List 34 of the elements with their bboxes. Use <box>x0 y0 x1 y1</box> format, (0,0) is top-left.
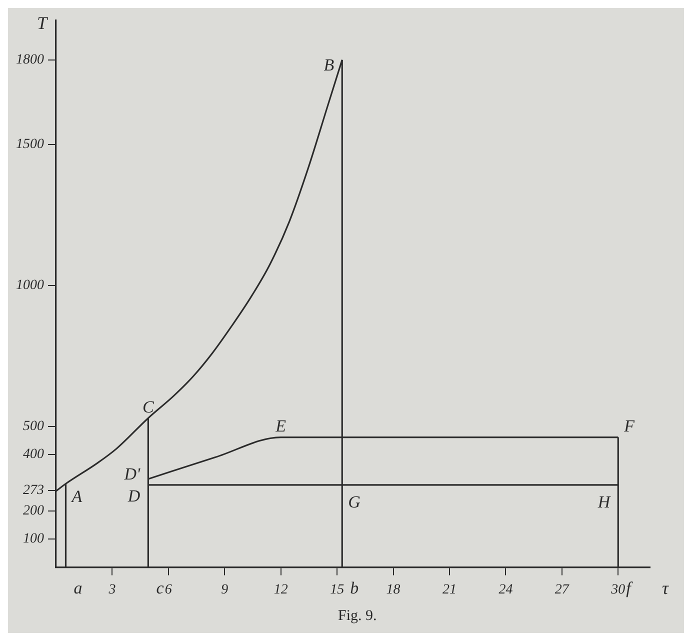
annotation: D <box>126 486 141 506</box>
annotation: f <box>626 578 634 598</box>
annotation: F <box>623 416 636 436</box>
y-tick-label: 1500 <box>16 137 44 152</box>
annotation: b <box>350 578 359 598</box>
x-tick-label: 18 <box>386 582 400 598</box>
x-tick-label: 6 <box>164 582 172 598</box>
x-tick-label: 21 <box>442 582 456 598</box>
y-tick-label: 400 <box>23 447 44 462</box>
x-tick-label: 9 <box>221 582 228 598</box>
y-tick-label: 500 <box>23 418 44 434</box>
y-axis-title: T <box>36 13 49 34</box>
x-tick-label: 15 <box>330 582 344 598</box>
x-tick-label: 12 <box>274 582 288 598</box>
y-tick-label: 100 <box>23 532 44 547</box>
y-tick-label: 273 <box>23 482 44 498</box>
x-tick-label: 24 <box>498 582 513 598</box>
annotation: E <box>274 416 287 436</box>
annotation: C <box>142 398 155 417</box>
y-tick-label: 200 <box>23 504 44 519</box>
x-tick-label: 27 <box>554 582 570 598</box>
annotation: H <box>596 492 612 512</box>
x-axis-title: τ <box>662 578 669 598</box>
x-tick-label: 30 <box>610 582 626 598</box>
annotation: G <box>348 492 360 512</box>
annotation: c <box>156 578 164 598</box>
annotation: D' <box>123 464 141 484</box>
annotation: B <box>324 55 335 74</box>
caption: Fig. 9. <box>338 608 377 625</box>
annotation: a <box>74 578 82 598</box>
y-tick-label: 1800 <box>16 52 44 68</box>
x-tick-label: 3 <box>108 582 116 598</box>
annotation: A <box>70 487 83 506</box>
y-tick-label: 1000 <box>16 278 44 294</box>
